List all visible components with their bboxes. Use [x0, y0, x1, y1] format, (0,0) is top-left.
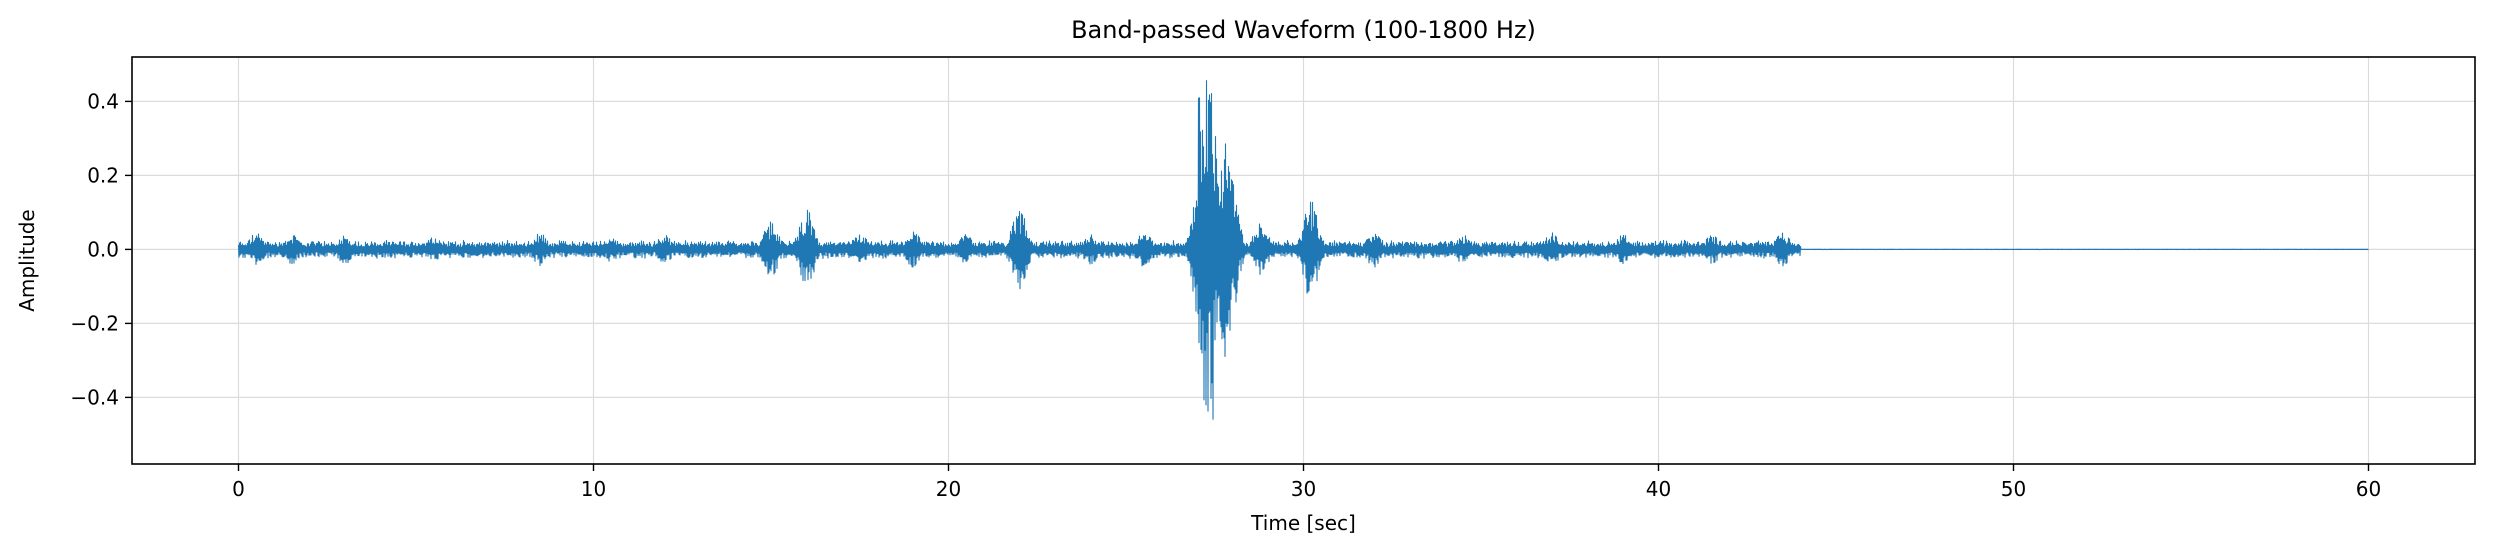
- chart-title: Band-passed Waveform (100-1800 Hz): [1071, 16, 1536, 44]
- x-tick-label: 60: [2356, 477, 2381, 501]
- x-tick-label: 50: [2001, 477, 2026, 501]
- x-axis: 0 10 20 30 40 50 60: [232, 464, 2381, 501]
- x-tick-label: 0: [232, 477, 245, 501]
- y-tick-label: 0.2: [87, 163, 119, 187]
- x-tick-label: 20: [936, 477, 961, 501]
- x-tick-label: 10: [581, 477, 606, 501]
- grid-lines: [132, 57, 2475, 464]
- y-tick-label: 0.0: [87, 237, 119, 261]
- y-axis-label: Amplitude: [15, 209, 39, 312]
- y-tick-label: −0.4: [70, 385, 119, 409]
- y-tick-label: −0.2: [70, 311, 119, 335]
- y-tick-label: 0.4: [87, 89, 119, 113]
- x-axis-label: Time [sec]: [1250, 511, 1356, 535]
- waveform-line: [237, 80, 2369, 420]
- x-tick-label: 30: [1291, 477, 1316, 501]
- waveform-series: [237, 80, 2369, 420]
- y-axis: −0.4 −0.2 0.0 0.2 0.4: [70, 89, 132, 409]
- x-tick-label: 40: [1646, 477, 1671, 501]
